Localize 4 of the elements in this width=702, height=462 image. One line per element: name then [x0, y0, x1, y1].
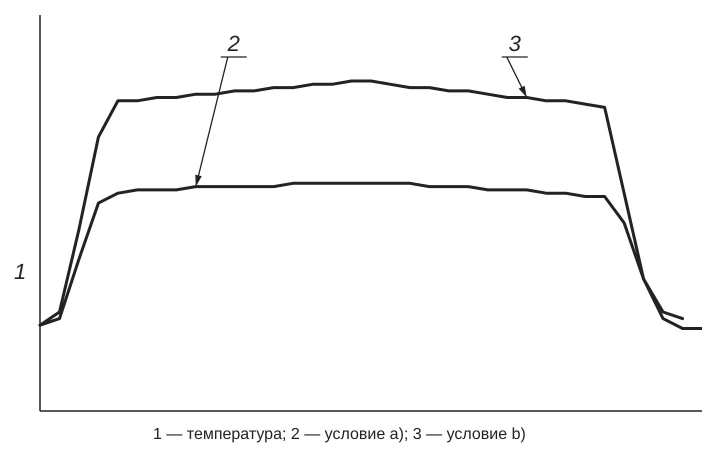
text: 1 — температура; 2 — условие a); 3 — условие b): [153, 426, 527, 444]
y-axis-title: 1: [14, 259, 26, 284]
text: 3: [508, 31, 522, 56]
text: 2: [226, 31, 240, 56]
